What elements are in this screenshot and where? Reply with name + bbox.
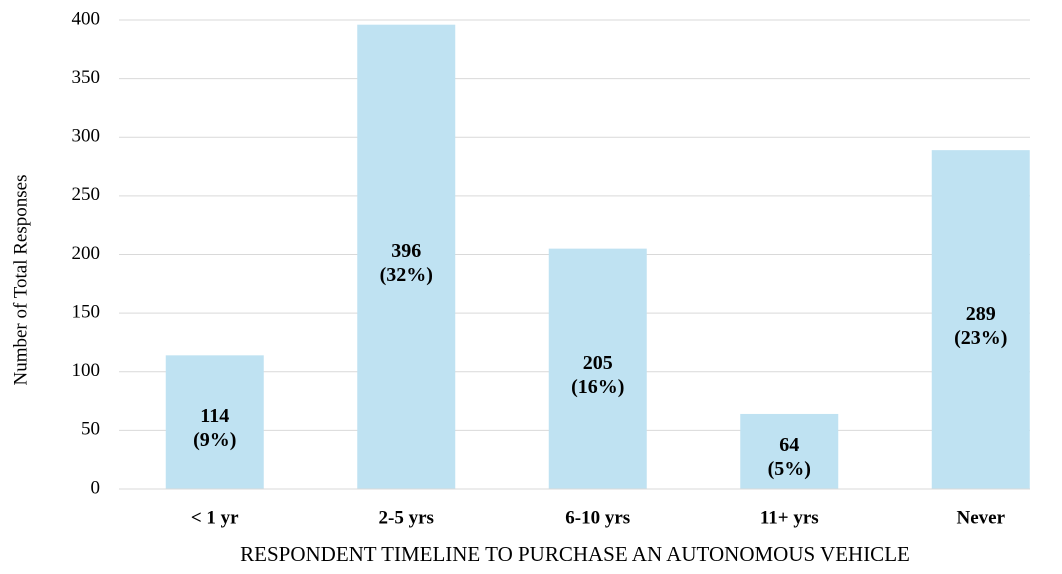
bar — [548, 248, 647, 489]
value-label: 114 (9%) — [193, 405, 237, 452]
value-label: 289 (23%) — [954, 302, 1008, 349]
y-tick-label: 300 — [72, 126, 101, 147]
y-tick-label: 100 — [72, 360, 101, 381]
y-tick-label: 250 — [72, 184, 101, 205]
bar — [740, 413, 839, 489]
x-axis-title: RESPONDENT TIMELINE TO PURCHASE AN AUTON… — [240, 542, 910, 566]
x-tick-label: 2-5 yrs — [379, 507, 434, 528]
y-tick-label: 350 — [72, 67, 101, 88]
bar — [931, 150, 1030, 489]
y-tick-label: 150 — [72, 301, 101, 322]
value-label: 64 (5%) — [767, 434, 811, 481]
bar — [357, 24, 456, 489]
x-tick-label: 11+ yrs — [760, 507, 819, 528]
y-tick-label: 400 — [72, 8, 101, 29]
value-label: 205 (16%) — [571, 351, 625, 398]
y-tick-label: 200 — [72, 243, 101, 264]
bar — [165, 355, 264, 489]
value-label: 396 (32%) — [379, 239, 433, 286]
y-tick-label: 50 — [81, 419, 100, 440]
y-axis-title: Number of Total Responses — [10, 175, 31, 386]
x-tick-label: 6-10 yrs — [565, 507, 630, 528]
y-tick-label: 0 — [91, 477, 101, 498]
x-tick-label: < 1 yr — [191, 507, 239, 528]
x-tick-label: Never — [956, 507, 1005, 528]
